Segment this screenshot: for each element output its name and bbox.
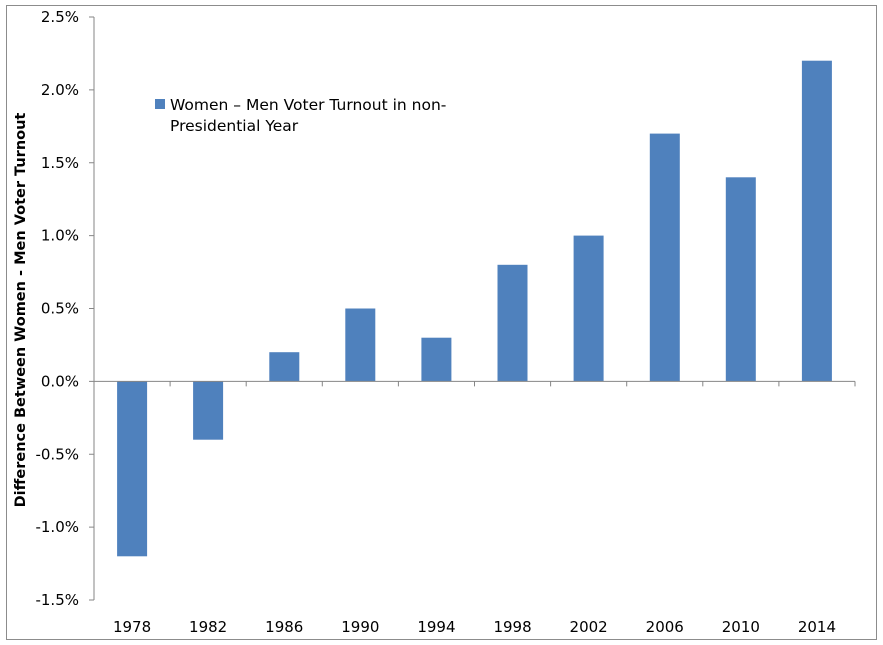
y-tick-label: -1.5% xyxy=(35,591,79,609)
bar-1986 xyxy=(269,352,300,382)
y-tick-label: 2.0% xyxy=(41,81,79,99)
y-tick-label: 1.5% xyxy=(41,154,79,172)
bar-1982 xyxy=(193,381,224,440)
bar-2002 xyxy=(573,235,604,382)
bar-2006 xyxy=(649,133,680,382)
axes-group xyxy=(89,16,856,601)
x-tick-label: 1986 xyxy=(265,618,303,636)
y-tick-labels: 2.5% 2.0% 1.5% 1.0% 0.5% 0.0% -0.5% -1.0% -1.5% xyxy=(35,8,79,609)
legend-label-line-2: Presidential Year xyxy=(170,117,299,135)
y-tick-label: 2.5% xyxy=(41,8,79,26)
y-tick-label: 0.0% xyxy=(41,372,79,390)
x-tick-label: 1990 xyxy=(341,618,379,636)
x-tick-label: 1998 xyxy=(493,618,531,636)
y-tick-label: -1.0% xyxy=(35,518,79,536)
x-tick-labels: 1978 1982 1986 1990 1994 1998 2002 2006 2010 2014 xyxy=(113,618,836,636)
bar-1978 xyxy=(117,381,148,557)
bar-1998 xyxy=(497,264,528,382)
bar-1990 xyxy=(345,308,376,382)
y-tick-label: 0.5% xyxy=(41,300,79,318)
y-tick-label: 1.0% xyxy=(41,227,79,245)
x-tick-label: 2006 xyxy=(646,618,684,636)
x-tick-label: 1982 xyxy=(189,618,227,636)
legend: Women – Men Voter Turnout in non- Presid… xyxy=(155,96,446,135)
x-tick-label: 2014 xyxy=(798,618,836,636)
legend-swatch xyxy=(155,99,165,109)
bar-1994 xyxy=(421,337,452,382)
x-tick-label: 2010 xyxy=(722,618,760,636)
bars-group xyxy=(117,60,832,557)
y-tick-label: -0.5% xyxy=(35,445,79,463)
y-axis-title: Difference Between Women - Men Voter Tur… xyxy=(13,113,29,508)
x-tick-label: 1978 xyxy=(113,618,151,636)
bar-2010 xyxy=(725,177,756,382)
bar-2014 xyxy=(801,60,832,382)
x-tick-label: 1994 xyxy=(417,618,455,636)
x-tick-label: 2002 xyxy=(570,618,608,636)
legend-label-line-1: Women – Men Voter Turnout in non- xyxy=(170,96,446,114)
